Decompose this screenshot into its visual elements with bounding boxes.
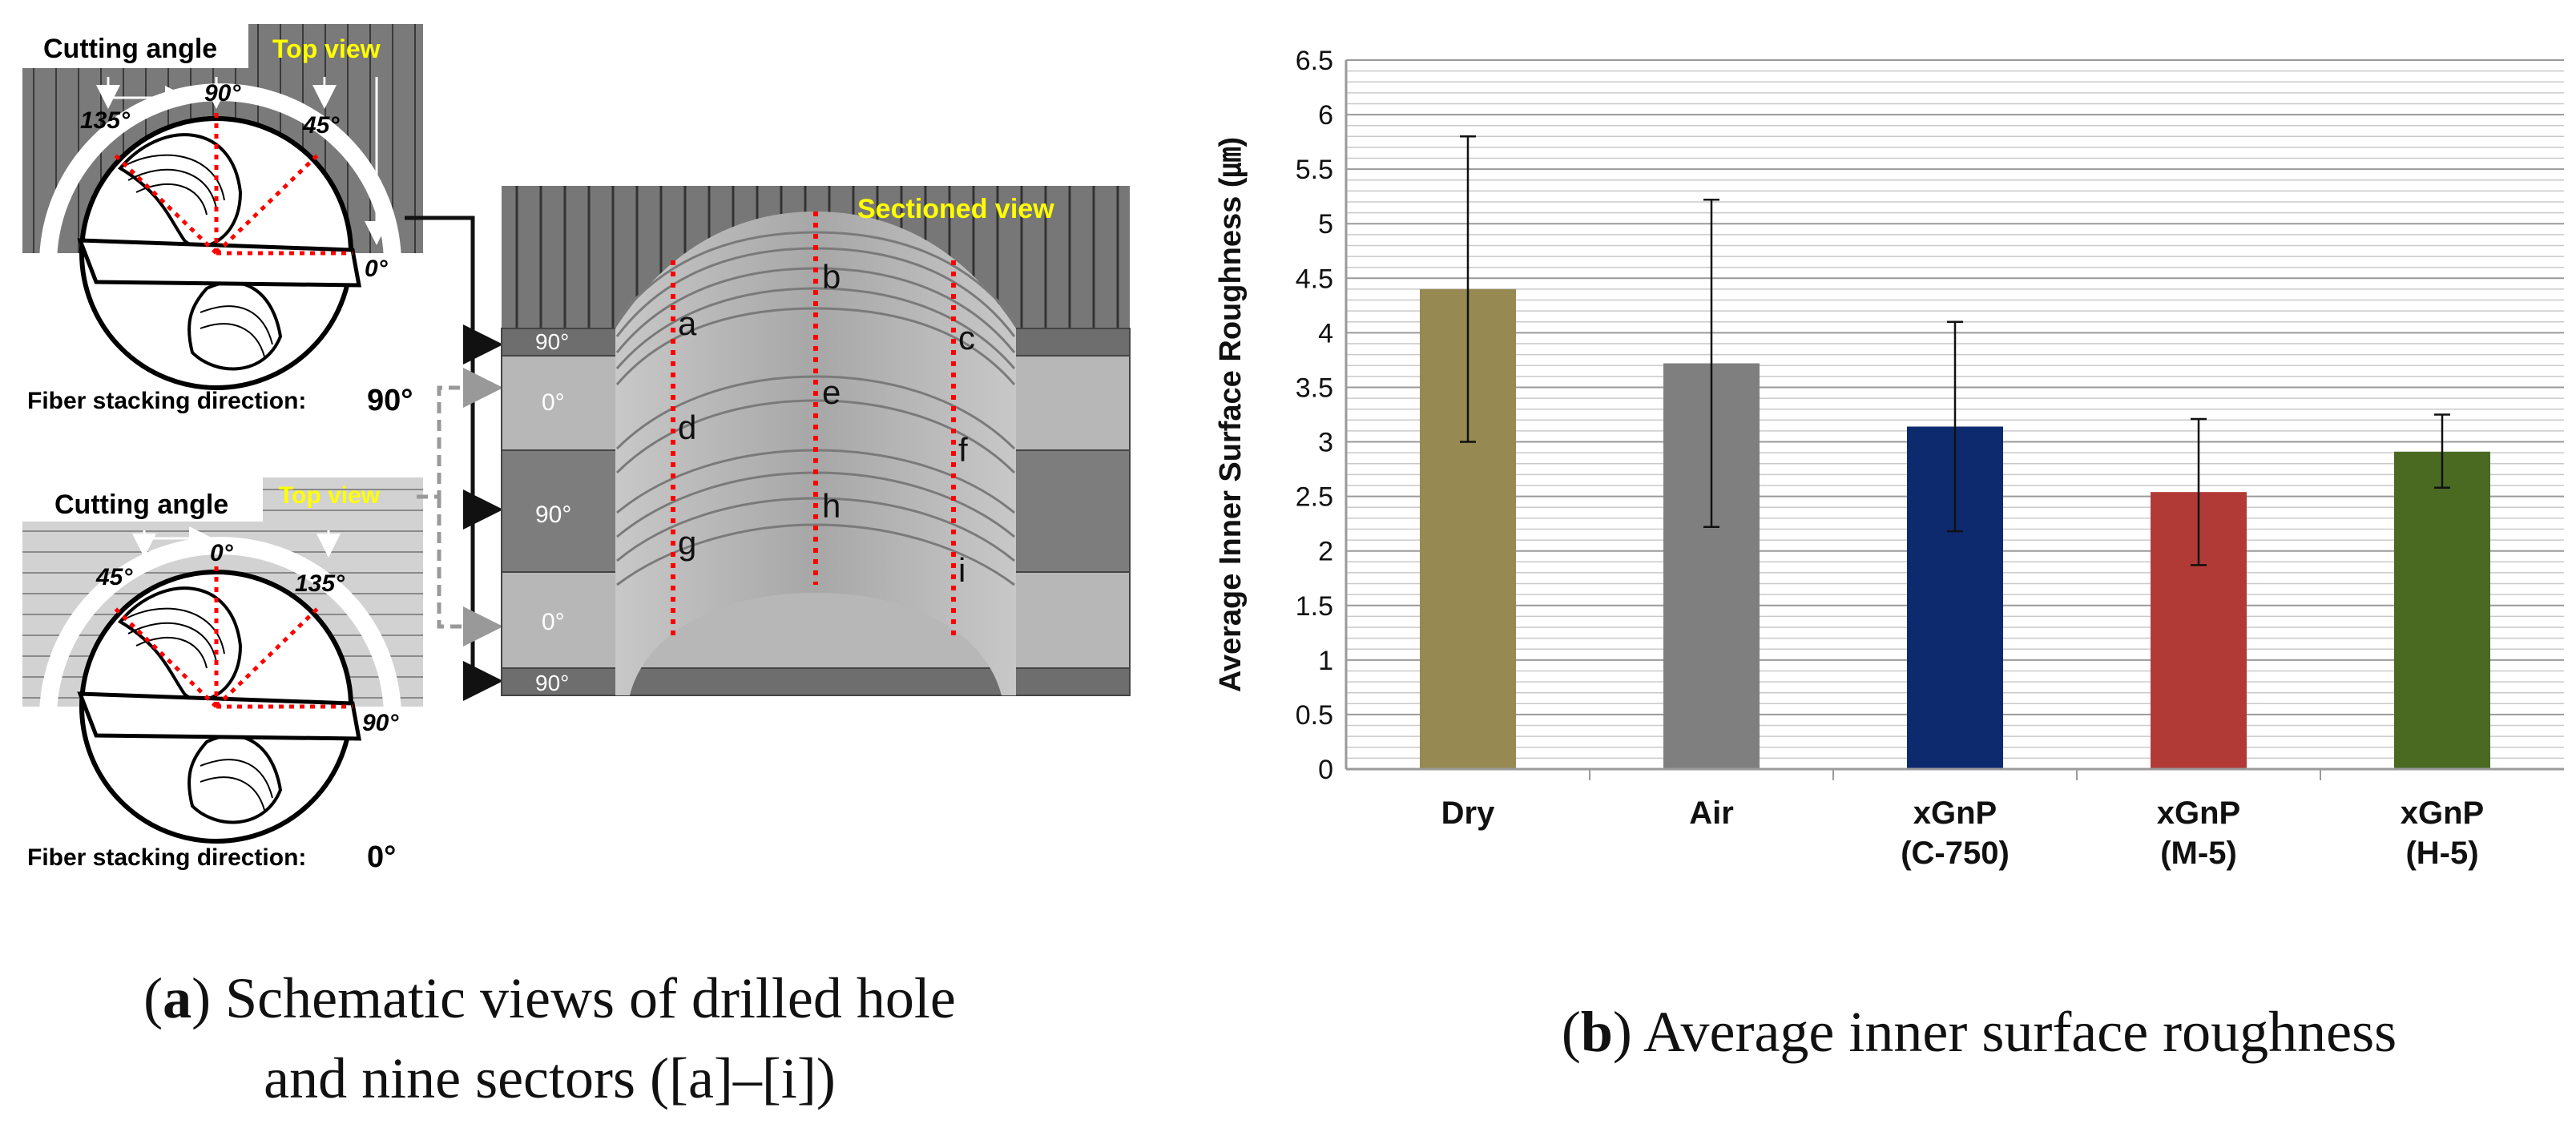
angle-90-top: 90° xyxy=(204,80,241,107)
bore-surface xyxy=(615,212,1016,695)
x-axis-labels: Dry Air xGnP (C-750) xGnP (M-5) xGnP (H-5) xyxy=(1441,769,2484,871)
cutting-edge-icon-bottom xyxy=(77,691,362,741)
angle-135-bottom: 135° xyxy=(295,570,345,597)
sector-c: c xyxy=(958,319,975,357)
cutting-angle-box xyxy=(22,24,248,68)
y-tick-label: 5 xyxy=(1318,209,1333,240)
caption-a: (a) Schematic views of drilled hole and … xyxy=(143,966,956,1110)
angle-arrows-bottom xyxy=(132,526,341,558)
x-category-sublabel: (M-5) xyxy=(2160,836,2237,871)
caption-a-line2: and nine sectors ([a]–[i]) xyxy=(264,1046,836,1110)
x-category-label: Dry xyxy=(1441,796,1495,831)
flute-4-lines xyxy=(200,759,273,811)
x-category-label: xGnP xyxy=(2401,796,2484,831)
y-tick-label: 2 xyxy=(1318,537,1333,567)
bar xyxy=(2394,451,2490,769)
y-tick-label: 4 xyxy=(1318,318,1333,348)
angle-lines-bottom xyxy=(111,566,353,709)
angle-0-top: 0° xyxy=(365,256,389,282)
caption-a-text1: Schematic views of drilled hole xyxy=(225,966,956,1030)
y-axis-label: Average Inner Surface Roughness (㎛) xyxy=(1214,137,1248,692)
roughness-bar-chart: 0 0.5 1 1.5 2 2.5 3 3.5 4 4.5 5 5.5 6 6.5 Dry Air xGnP (… xyxy=(1214,46,2564,871)
y-tick-label: 0.5 xyxy=(1296,700,1333,731)
fiber-direction-label-bottom: Fiber stacking direction: xyxy=(27,844,306,871)
ply-label-4: 0° xyxy=(542,609,565,635)
sectioned-view-label: Sectioned view xyxy=(857,194,1054,224)
flute-1-icon xyxy=(117,133,243,248)
caption-b-letter: b xyxy=(1581,1000,1613,1064)
sector-b: b xyxy=(822,258,841,296)
ply-label-2: 0° xyxy=(542,389,565,416)
sector-g: g xyxy=(678,524,696,562)
angle-45-top: 45° xyxy=(302,112,340,139)
y-tick-label: 4.5 xyxy=(1296,264,1333,294)
y-axis-ticks: 0 0.5 1 1.5 2 2.5 3 3.5 4 4.5 5 5.5 6 6.5 xyxy=(1296,46,1333,785)
flute-3-icon xyxy=(117,586,243,702)
top-view-label: Top view xyxy=(272,34,381,63)
chart-error-bars xyxy=(1460,135,2450,566)
angle-135-top: 135° xyxy=(80,107,131,134)
caption-b: (b) Average inner surface roughness xyxy=(1562,1000,2397,1064)
x-category-label: xGnP xyxy=(1913,796,1997,831)
y-tick-label: 3 xyxy=(1318,428,1333,458)
cutting-angle-box-bottom xyxy=(22,477,263,522)
caption-b-text: Average inner surface roughness xyxy=(1643,1000,2397,1064)
bottom-view-schematic: Cutting angle Top view 45° 0° 135° 90° F… xyxy=(22,477,423,874)
y-tick-label: 0 xyxy=(1318,755,1333,785)
fiber-direction-value-top: 90° xyxy=(367,384,413,417)
x-category-sublabel: (H-5) xyxy=(2405,836,2478,871)
angle-45-bottom: 45° xyxy=(95,564,133,590)
cut-path-arc-bottom xyxy=(39,537,401,719)
y-tick-label: 1 xyxy=(1318,646,1333,676)
x-category-label: xGnP xyxy=(2157,796,2240,831)
fiber-direction-value-bottom: 0° xyxy=(367,840,396,874)
sector-letters: a b c d e f g h i xyxy=(678,258,975,589)
y-tick-label: 5.5 xyxy=(1296,155,1333,185)
sector-h: h xyxy=(822,487,841,525)
angle-lines-top xyxy=(111,112,353,256)
ply-90-3 xyxy=(501,667,1131,696)
cutting-angle-label: Cutting angle xyxy=(43,34,217,64)
sector-e: e xyxy=(822,373,841,411)
top-view-label-bottom: Top view xyxy=(279,482,381,509)
ply-label-3: 90° xyxy=(535,502,571,528)
top-view-schematic: Cutting angle Top view 135° 90° xyxy=(22,24,423,417)
caption-a-letter: a xyxy=(163,966,191,1030)
angle-0-bottom: 0° xyxy=(210,540,234,566)
sector-d: d xyxy=(678,409,696,446)
caption-a-line1: (a) Schematic views of drilled hole xyxy=(143,966,956,1030)
ply-label-1: 90° xyxy=(535,329,569,354)
flute-2-lines xyxy=(200,305,273,357)
sectioned-view: Sectioned view 90° 0° 90° 0° 90° a b c d… xyxy=(501,186,1131,696)
y-tick-label: 3.5 xyxy=(1296,373,1333,403)
x-category-sublabel: (C-750) xyxy=(1901,836,2010,871)
angle-arrows-top xyxy=(96,77,389,245)
connector-arrows xyxy=(405,216,503,701)
sector-i: i xyxy=(958,551,965,589)
fiber-direction-label-top: Fiber stacking direction: xyxy=(27,388,306,414)
cutting-edge-icon xyxy=(77,238,362,288)
ply-label-5: 90° xyxy=(535,671,569,695)
y-tick-label: 2.5 xyxy=(1296,482,1333,513)
sector-a: a xyxy=(678,304,697,342)
x-category-label: Air xyxy=(1689,796,1734,831)
y-tick-label: 6.5 xyxy=(1296,46,1333,76)
y-tick-label: 1.5 xyxy=(1296,591,1333,622)
cutting-angle-label-bottom: Cutting angle xyxy=(54,489,228,520)
sector-f: f xyxy=(958,431,968,469)
y-tick-label: 6 xyxy=(1318,100,1333,131)
angle-90-bottom: 90° xyxy=(362,710,399,736)
